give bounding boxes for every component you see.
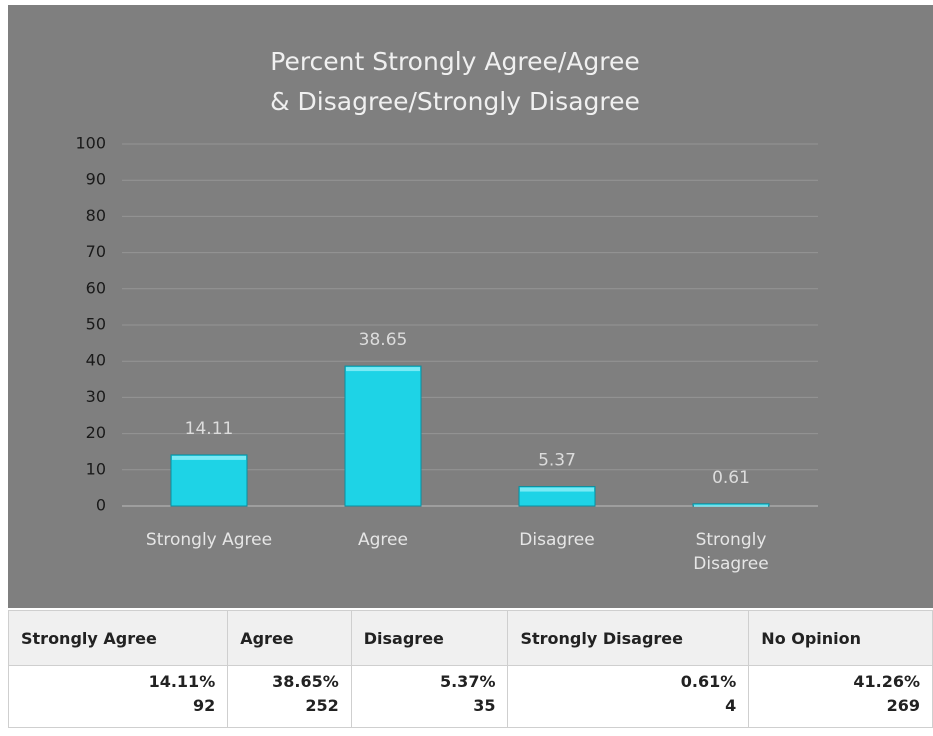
x-tick-label: Disagree	[519, 530, 595, 550]
percent: 14.11%	[148, 672, 216, 691]
column-header: Agree	[227, 610, 352, 666]
percent: 5.37%	[439, 672, 496, 691]
y-tick-label: 40	[86, 351, 106, 370]
chart: Percent Strongly Agree/Agree & Disagree/…	[8, 5, 933, 608]
data-cell: 38.65% 252	[227, 665, 352, 728]
column-header: No Opinion	[748, 610, 933, 666]
count: 4	[725, 696, 737, 715]
count: 269	[886, 696, 920, 715]
data-cell: 41.26% 269	[748, 665, 933, 728]
y-tick-label: 50	[86, 315, 106, 334]
x-tick-label-box: Strongly Disagree	[693, 530, 769, 574]
bar-highlight	[694, 504, 768, 507]
data-cell: 5.37% 35	[350, 665, 509, 728]
x-tick-label-box: Disagree	[519, 530, 595, 550]
y-tick-label: 30	[86, 387, 106, 406]
percent: 0.61%	[680, 672, 737, 691]
bar-highlight	[172, 455, 246, 460]
y-tick-label: 0	[96, 496, 106, 515]
x-tick-label-box: Strongly Agree	[145, 530, 273, 550]
value-label: 5.37	[538, 451, 576, 471]
bar	[170, 454, 248, 507]
chart-background	[8, 5, 933, 608]
count: 35	[473, 696, 496, 715]
y-tick-label: 80	[86, 206, 106, 225]
y-tick-label: 10	[86, 459, 106, 478]
data-row: 14.11% 92 38.65% 252 5.37% 35 0.61% 4 41.26% 269	[7, 665, 933, 728]
y-tick-label: 70	[86, 242, 106, 261]
y-tick-label: 20	[86, 423, 106, 442]
count: 92	[192, 696, 216, 715]
bar	[344, 365, 422, 507]
y-tick-label: 100	[75, 134, 106, 153]
x-tick-label: Strongly Disagree	[693, 530, 769, 574]
summary-table: Strongly Agree Agree Disagree Strongly Disa…	[7, 610, 933, 728]
data-cell: 14.11% 92	[7, 665, 229, 728]
y-tick-label: 60	[86, 278, 106, 297]
chart-title: & Disagree/Strongly Disagree	[270, 87, 640, 116]
table-body: 14.11% 92 38.65% 252 5.37% 35 0.61% 4 41.26% 269	[7, 665, 933, 728]
x-tick-label: Strongly Agree	[145, 530, 273, 550]
chart-title: Percent Strongly Agree/Agree	[270, 47, 639, 76]
value-label: 0.61	[712, 468, 750, 488]
header-row: Strongly Agree Agree Disagree Strongly Disa…	[7, 610, 933, 666]
percent: 41.26%	[853, 672, 920, 691]
column-header: Strongly Agree	[7, 610, 229, 666]
value-label: 38.65	[359, 330, 408, 350]
x-tick-label: Agree	[358, 530, 408, 550]
bar-highlight	[346, 367, 420, 372]
percent: 38.65%	[272, 672, 339, 691]
y-tick-label: 90	[86, 170, 106, 189]
count: 252	[305, 696, 339, 715]
x-tick-label-box: Agree	[358, 530, 408, 550]
value-label: 14.11	[185, 419, 234, 439]
column-header: Disagree	[350, 610, 509, 666]
column-header: Strongly Disagree	[507, 610, 750, 666]
bar-highlight	[520, 487, 594, 492]
data-cell: 0.61% 4	[507, 665, 750, 728]
